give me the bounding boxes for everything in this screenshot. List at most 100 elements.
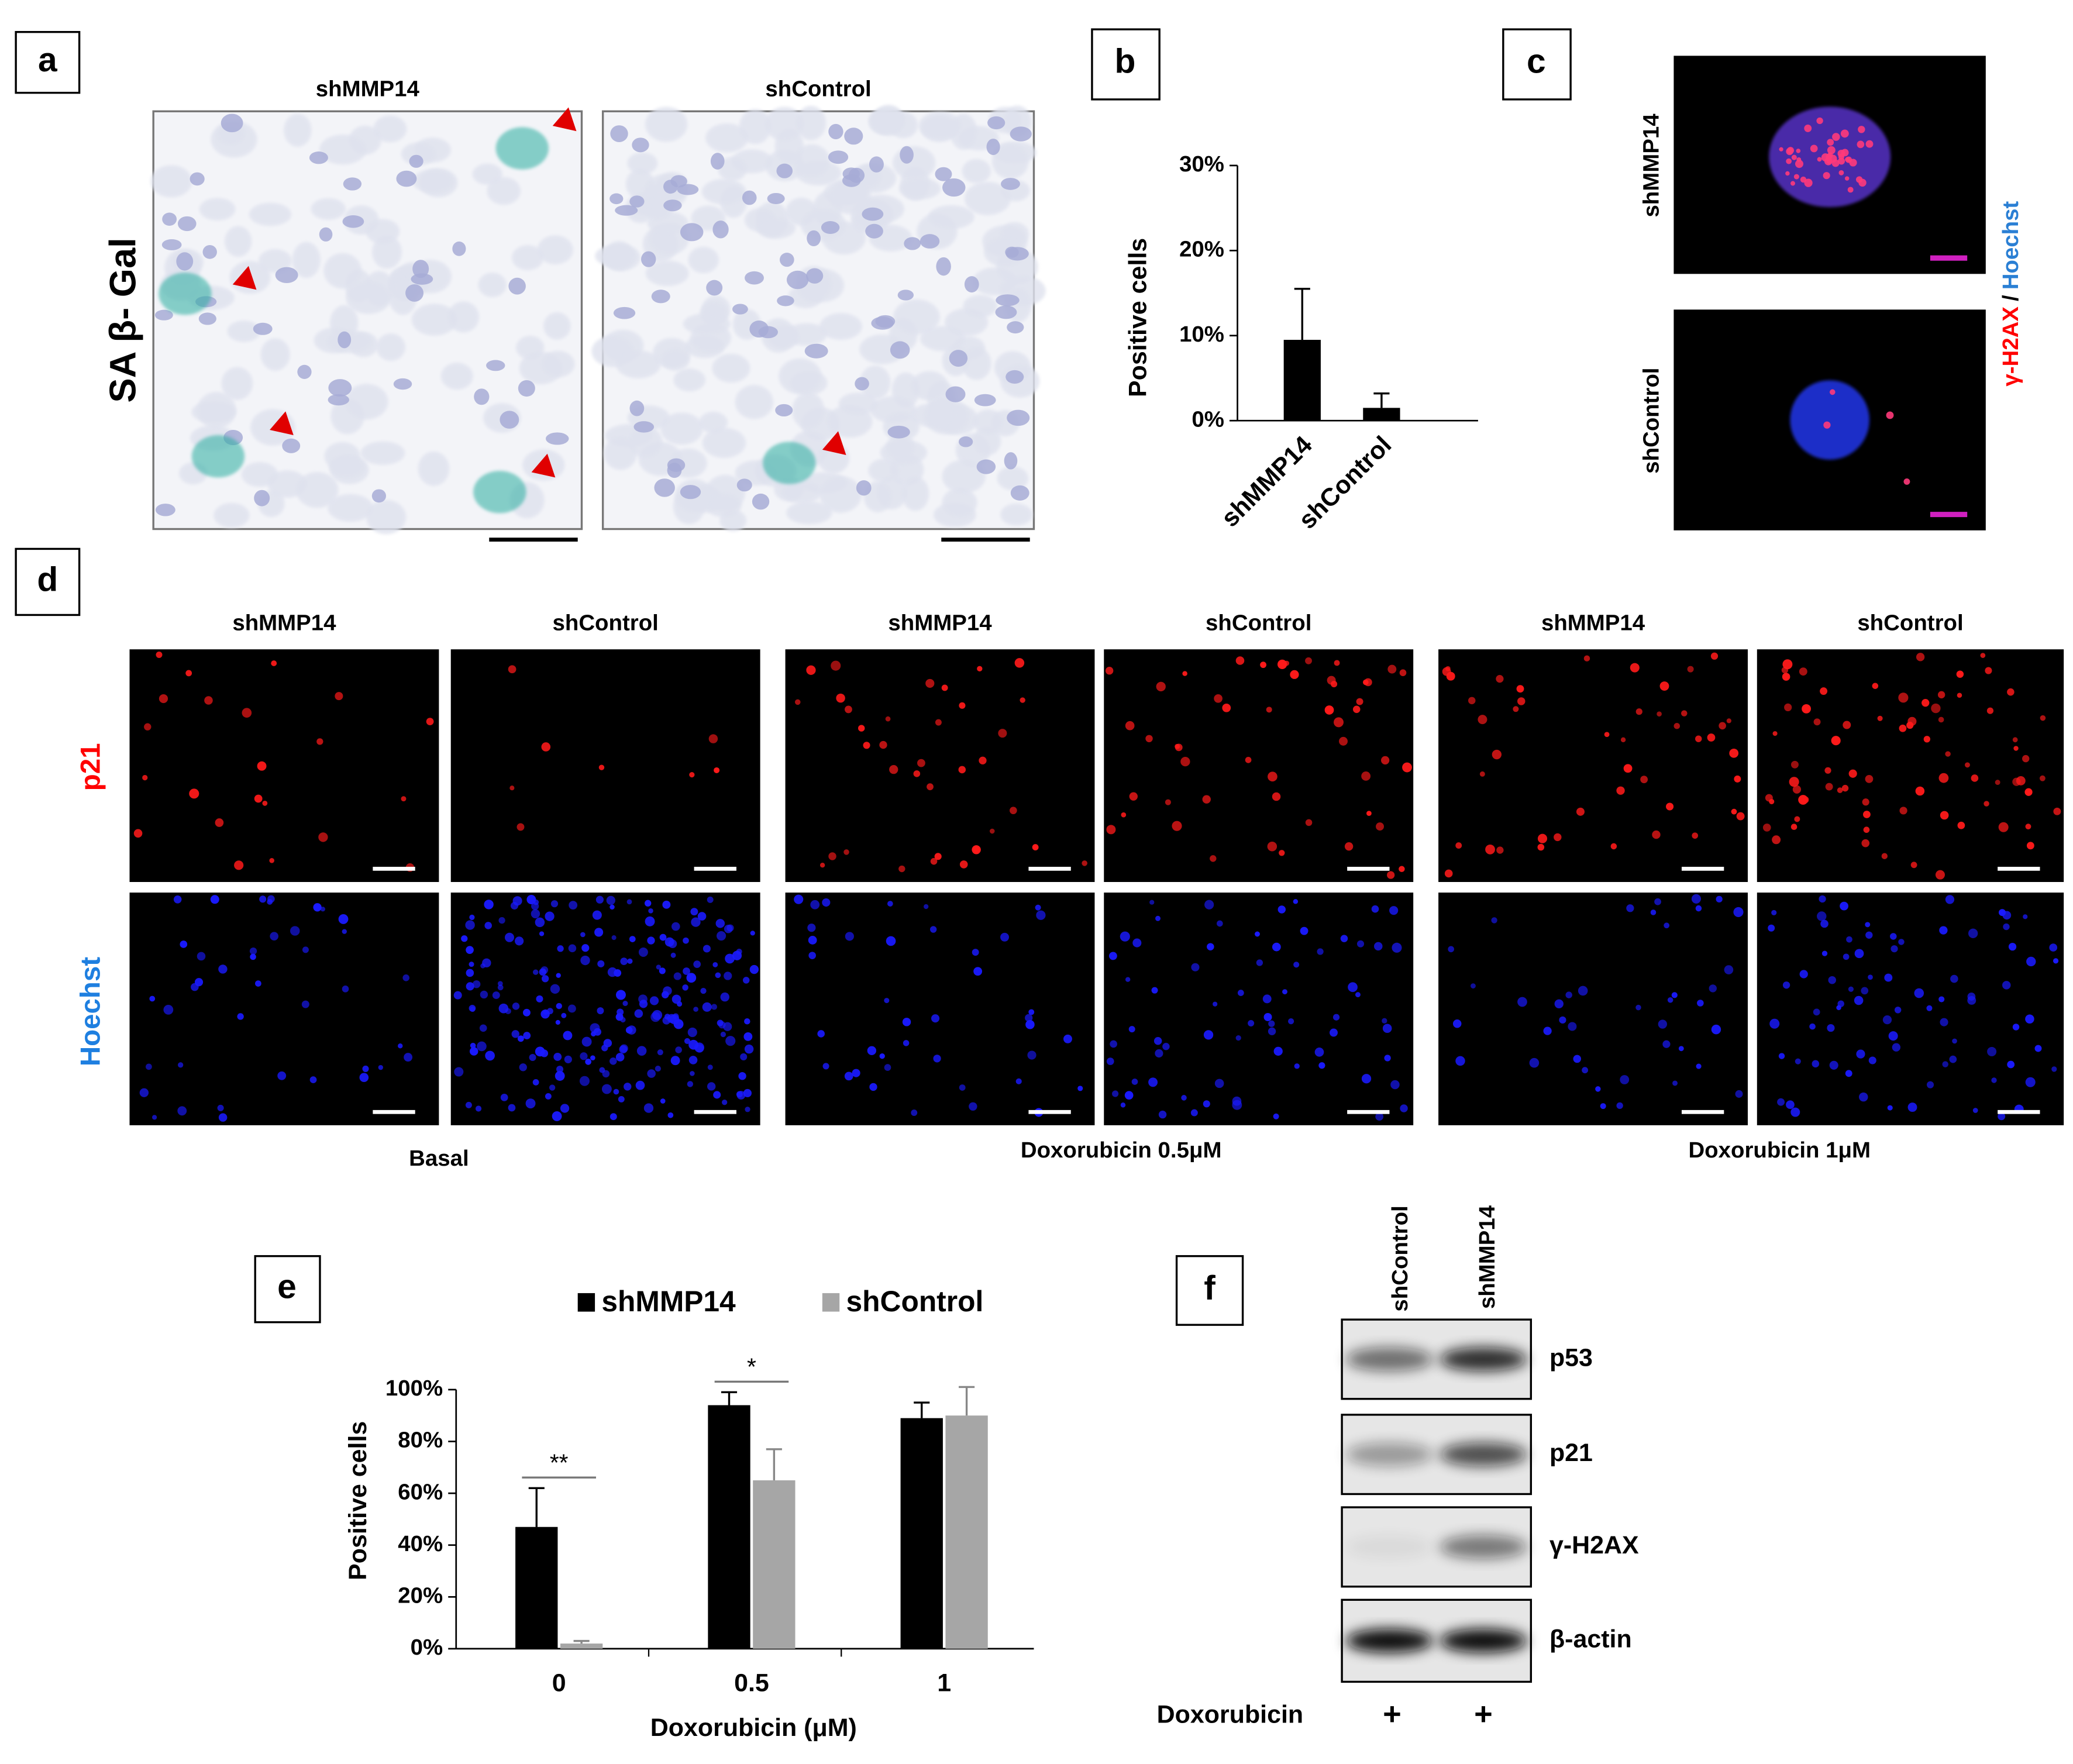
nucleus [510,902,519,910]
band [1345,1629,1434,1653]
nucleus [1881,853,1888,859]
nucleus [887,425,910,439]
nucleus [178,1062,184,1068]
nucleus [254,490,270,507]
nucleus [1945,751,1951,757]
nucleus [742,977,750,984]
nucleus [2049,943,2058,952]
cell-body [311,198,346,220]
cell-body [942,460,986,494]
nucleus [1784,703,1792,712]
nucleus [536,995,543,1002]
micrograph [1438,649,1748,882]
nucleus [1371,905,1379,913]
cell-body [345,384,388,420]
nucleus [2024,788,2033,796]
nucleus [806,268,824,284]
nucleus [986,139,1000,156]
cell-body [221,367,253,400]
nucleus [886,936,896,946]
nucleus [1856,1049,1865,1059]
micrograph [450,649,760,882]
nucleus [342,215,364,228]
focus [1827,146,1836,154]
nucleus [639,1000,648,1008]
nucleus [959,436,973,447]
cell-body [295,472,339,508]
nucleus [396,170,417,187]
nucleus [1537,843,1545,851]
nucleus [610,125,628,142]
nucleus [959,1084,966,1091]
nucleus [2013,746,2019,751]
nucleus [362,1065,369,1072]
micrograph [1673,309,1986,530]
nucleus [1980,653,1986,658]
nucleus [1172,821,1182,831]
nucleus [2008,942,2017,951]
nucleus [935,719,942,726]
nucleus [1894,1007,1902,1014]
row-label: Hoechst [75,957,106,1066]
nucleus [1025,1019,1035,1029]
nucleus [618,1095,625,1102]
nucleus [1937,691,1945,699]
nucleus [736,1091,743,1098]
nucleus [2012,777,2021,786]
nucleus [1268,771,1277,782]
nucleus [659,933,667,941]
nucleus [720,992,729,1002]
nucleus [1957,821,1965,829]
nucleus [1736,812,1745,821]
nucleus [1232,1096,1242,1106]
cell-body [366,499,407,535]
nucleus [204,696,213,705]
nucleus [498,1003,509,1014]
nucleus [595,895,604,904]
nucleus [629,400,645,416]
nucleus [519,1063,527,1072]
nucleus [724,971,732,980]
nucleus [1077,1086,1083,1091]
nucleus [359,1073,369,1083]
nucleus [1214,694,1223,703]
significance-label: * [747,1353,756,1380]
nucleus [856,480,872,496]
nucleus [173,895,182,904]
nucleus [255,980,261,987]
focus [1790,181,1796,186]
nucleus [1915,786,1925,796]
nucleus [580,932,586,938]
nucleus [2007,688,2015,696]
nucleus [1005,370,1024,384]
nucleus [1734,775,1741,783]
row-label: shMMP14 [1638,113,1664,218]
nucleus [615,990,626,1000]
nucleus [282,438,301,453]
treatment-label: Doxorubicin [1157,1701,1303,1729]
nucleus [535,917,545,928]
nucleus [1845,1070,1852,1077]
nucleus [1782,981,1790,989]
nucleus [1786,1100,1795,1110]
stain: Hoechst [1998,201,2023,290]
nucleus [557,945,564,952]
nucleus [1843,953,1850,960]
nucleus [1339,736,1348,746]
nucleus [1817,911,1827,921]
band [1345,1535,1434,1559]
nucleus [691,917,701,927]
lane-label: shMMP14 [1475,1205,1500,1309]
cell-body [793,144,831,178]
nucleus [1707,733,1716,742]
nucleus [218,964,228,974]
nucleus [695,1044,704,1053]
blot [1341,1598,1533,1683]
nucleus [1273,1113,1279,1119]
nucleus [632,137,649,153]
nucleus [736,478,752,492]
nucleus [863,742,870,749]
nucleus [738,1072,746,1080]
nucleus [609,904,615,910]
nucleus [708,734,718,743]
